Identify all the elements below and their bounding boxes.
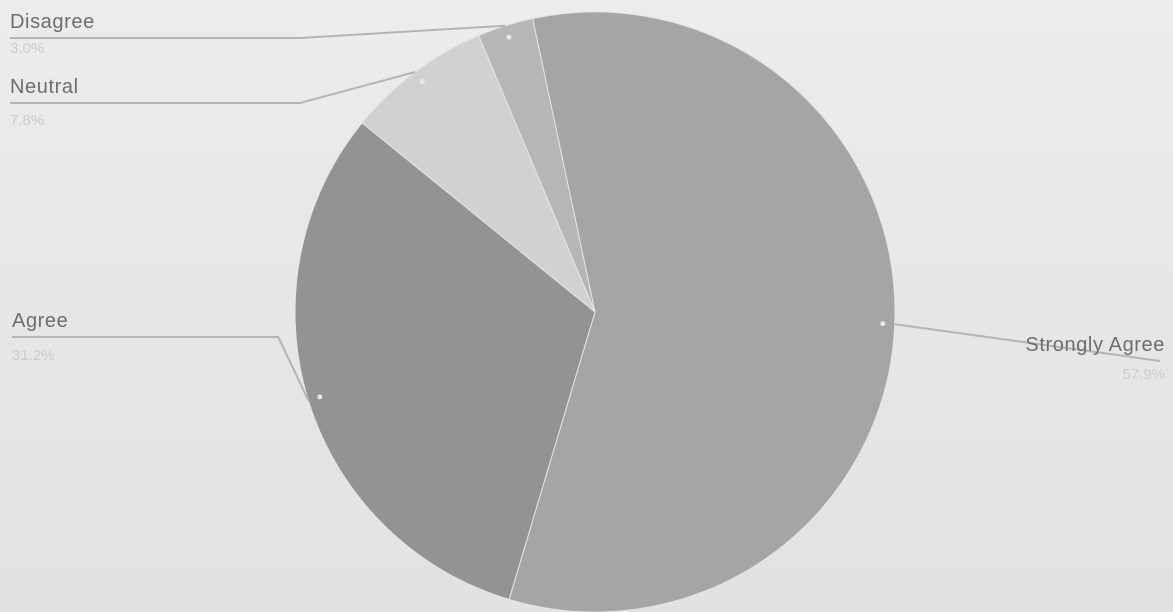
leader-lines [10,24,1161,401]
slice-marker-dot [880,321,886,327]
slice-marker-dot [506,34,512,40]
slice-labels: Strongly Agree 57.9% Agree 31.2% Neutral… [10,11,1165,383]
leader-line [894,323,1161,362]
slice-marker-dot [419,79,425,85]
pct-agree: 31.2% [12,347,55,364]
pct-strongly-agree: 57.9% [1122,366,1165,383]
label-disagree: Disagree [10,11,95,33]
pie-slices [294,11,896,612]
pct-disagree: 3.0% [10,40,44,57]
label-strongly-agree: Strongly Agree [1025,334,1165,356]
pct-neutral: 7.8% [10,112,44,129]
slice-strongly-agree [508,11,896,612]
leader-line [10,71,416,104]
slice-neutral [361,34,596,313]
leader-line [12,336,310,401]
slice-agree [294,122,596,601]
label-agree: Agree [12,310,68,332]
label-neutral: Neutral [10,76,79,98]
leader-line [10,24,506,39]
slice-marker-dot [317,394,323,400]
